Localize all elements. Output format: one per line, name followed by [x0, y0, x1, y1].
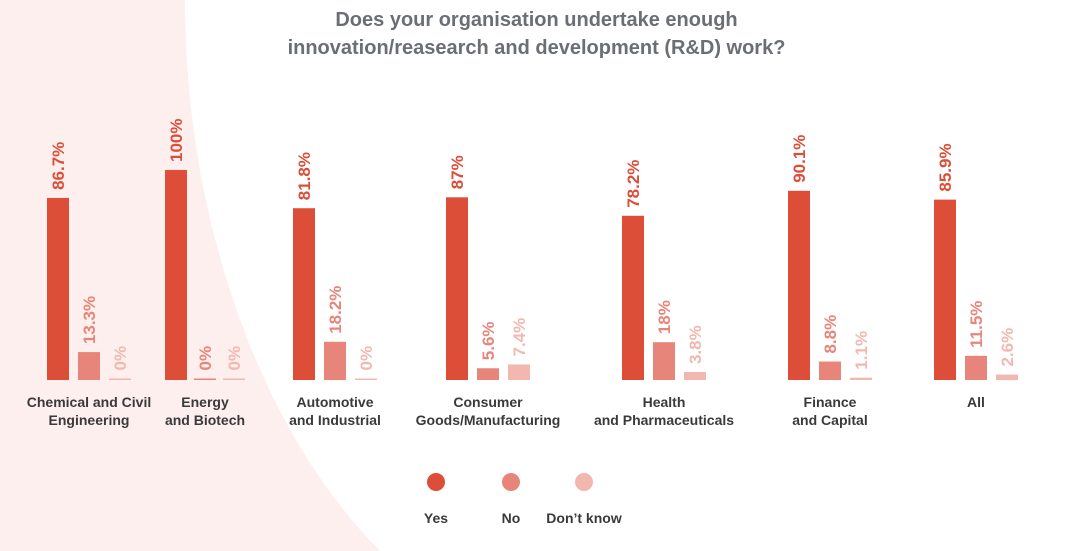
legend-label-dont-know: Don’t know [546, 510, 622, 526]
background-arc-shape [0, 0, 380, 551]
category-label-1-line-0: Energy [181, 394, 229, 410]
value-label-yes-2: 81.8% [295, 152, 314, 200]
category-label-3-line-0: Consumer [453, 394, 523, 410]
bars-layer [47, 170, 1018, 380]
value-label-yes-6: 85.9% [936, 143, 955, 191]
category-label-2-line-1: and Industrial [289, 412, 381, 428]
bar-dont-know-1 [223, 378, 245, 380]
value-label-yes-1: 100% [167, 119, 186, 162]
category-label-3-line-1: Goods/Manufacturing [416, 412, 561, 428]
bar-yes-6 [934, 199, 956, 380]
legend-label-yes: Yes [424, 510, 448, 526]
value-label-yes-5: 90.1% [790, 135, 809, 183]
value-label-yes-4: 78.2% [624, 160, 643, 208]
category-label-2-line-0: Automotive [297, 394, 374, 410]
category-label-0-line-0: Chemical and Civil [27, 394, 151, 410]
value-label-dont-know-2: 0% [357, 346, 376, 371]
bar-no-6 [965, 355, 987, 380]
category-label-5-line-1: and Capital [792, 412, 867, 428]
bar-dont-know-0 [109, 378, 131, 380]
bar-yes-5 [788, 190, 810, 380]
bar-no-4 [653, 342, 675, 380]
legend-swatch-no [502, 473, 520, 491]
value-label-dont-know-4: 3.8% [686, 325, 705, 364]
value-label-no-6: 11.5% [967, 301, 986, 348]
value-label-dont-know-3: 7.4% [510, 318, 529, 357]
category-labels-layer: Chemical and Civil Engineering Energy and B… [27, 394, 985, 428]
bar-dont-know-2 [355, 378, 377, 380]
chart-title-line-2: innovation/reasearch and development (R&… [287, 37, 786, 59]
value-label-yes-3: 87% [448, 155, 467, 189]
bar-yes-0 [47, 197, 69, 380]
bar-yes-2 [293, 208, 315, 380]
bar-dont-know-3 [508, 364, 530, 380]
category-label-4-line-0: Health [643, 394, 686, 410]
value-label-dont-know-1: 0% [225, 346, 244, 371]
bar-yes-4 [622, 215, 644, 380]
bar-no-5 [819, 361, 841, 380]
bar-no-3 [477, 368, 499, 380]
value-labels-layer: 86.7% 13.3% 0% 100% 0% 0% 81.8% 18.2% 0% 87% 5.6% 7… [49, 119, 1017, 371]
bar-dont-know-5 [850, 377, 872, 380]
category-label-1-line-1: and Biotech [165, 412, 245, 428]
bar-dont-know-6 [996, 374, 1018, 380]
category-label-0-line-1: Engineering [49, 412, 130, 428]
value-label-yes-0: 86.7% [49, 142, 68, 190]
bar-dont-know-4 [684, 372, 706, 380]
category-label-6-line-0: All [967, 394, 985, 410]
bar-no-1 [194, 378, 216, 380]
chart-title: Does your organisation undertake enough … [0, 6, 1073, 62]
category-label-4-line-1: and Pharmaceuticals [594, 412, 734, 428]
bar-yes-3 [446, 197, 468, 380]
legend-swatch-dont-know [575, 473, 593, 491]
bar-no-0 [78, 352, 100, 380]
value-label-dont-know-6: 2.6% [998, 328, 1017, 367]
value-label-dont-know-5: 1.1% [852, 331, 871, 370]
bar-no-2 [324, 341, 346, 380]
category-label-5-line-0: Finance [804, 394, 857, 410]
value-label-no-1: 0% [196, 346, 215, 371]
legend-swatch-yes [427, 473, 445, 491]
value-label-no-2: 18.2% [326, 286, 345, 334]
value-label-no-0: 13.3% [80, 296, 99, 344]
legend: Yes No Don’t know [424, 473, 622, 526]
legend-label-no: No [502, 510, 521, 526]
value-label-no-5: 8.8% [821, 315, 840, 354]
value-label-no-4: 18% [655, 300, 674, 334]
chart-title-line-1: Does your organisation undertake enough [335, 9, 738, 31]
value-label-no-3: 5.6% [479, 321, 498, 360]
bar-yes-1 [165, 170, 187, 380]
value-label-dont-know-0: 0% [111, 346, 130, 371]
